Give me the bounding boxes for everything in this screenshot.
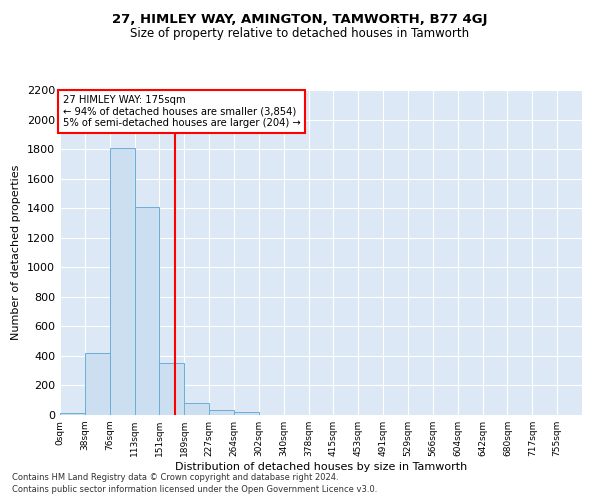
- Text: Size of property relative to detached houses in Tamworth: Size of property relative to detached ho…: [130, 28, 470, 40]
- Bar: [234, 412, 259, 415]
- Y-axis label: Number of detached properties: Number of detached properties: [11, 165, 22, 340]
- X-axis label: Distribution of detached houses by size in Tamworth: Distribution of detached houses by size …: [175, 462, 467, 472]
- Bar: [85, 353, 110, 415]
- Text: Contains HM Land Registry data © Crown copyright and database right 2024.: Contains HM Land Registry data © Crown c…: [12, 472, 338, 482]
- Text: Contains public sector information licensed under the Open Government Licence v3: Contains public sector information licen…: [12, 485, 377, 494]
- Text: 27 HIMLEY WAY: 175sqm
← 94% of detached houses are smaller (3,854)
5% of semi-de: 27 HIMLEY WAY: 175sqm ← 94% of detached …: [62, 95, 301, 128]
- Text: 27, HIMLEY WAY, AMINGTON, TAMWORTH, B77 4GJ: 27, HIMLEY WAY, AMINGTON, TAMWORTH, B77 …: [112, 12, 488, 26]
- Bar: [184, 403, 209, 415]
- Bar: [160, 364, 184, 415]
- Bar: [110, 148, 134, 415]
- Bar: [209, 410, 234, 415]
- Bar: [60, 413, 85, 415]
- Bar: [134, 208, 160, 415]
